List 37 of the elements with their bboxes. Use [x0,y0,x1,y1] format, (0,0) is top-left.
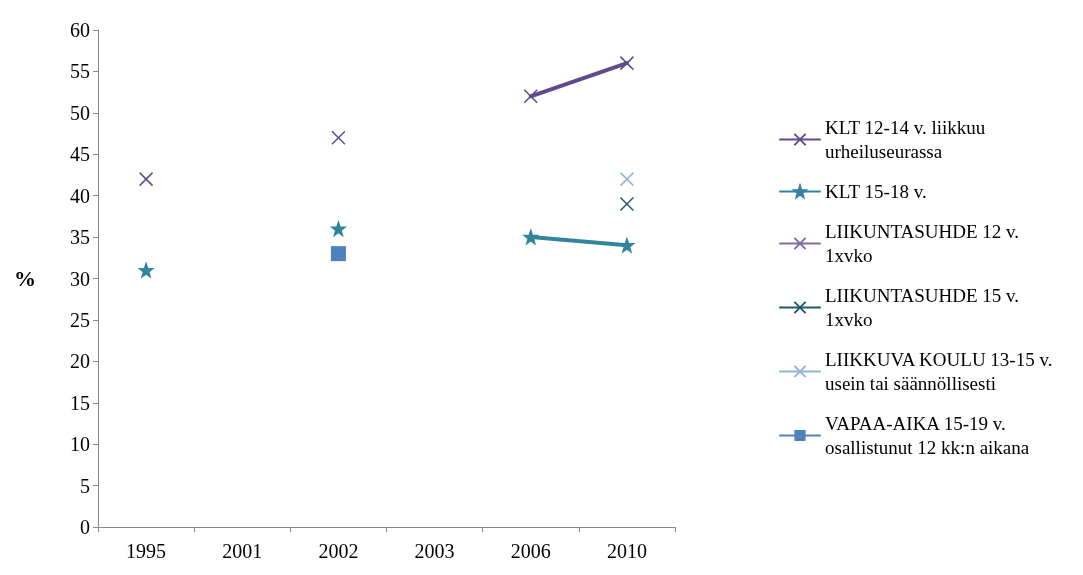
y-tick-label: 45 [70,143,90,166]
y-tick-label: 20 [70,350,90,373]
x-tick-label: 2003 [414,540,455,562]
point [619,171,635,187]
point [331,221,346,237]
point [619,196,635,212]
y-axis-title: % [14,266,36,291]
legend-label: VAPAA-AIKA 15-19 v. osallistunut 12 kk:n aikana [825,413,1030,458]
y-tick-label: 15 [70,391,90,414]
x-tick-label: 2010 [606,540,647,562]
legend-label: KLT 12-14 v. liikkuu urheiluseurassa [825,117,991,162]
legend-label: KLT 15-18 v. [825,181,927,202]
point [138,171,154,187]
y-tick-label: 0 [80,516,90,538]
point [523,89,538,104]
point [619,238,635,253]
point [523,229,538,245]
y-tick-label: 35 [70,226,90,249]
y-tick-label: 50 [70,101,90,124]
legend-label: LIIKUNTASUHDE 12 v. 1xvko [825,221,1024,266]
x-tick-label: 2001 [222,540,263,562]
point [330,246,346,262]
y-tick-label: 10 [70,433,90,456]
y-tick-label: 55 [70,60,90,83]
y-tick-label: 30 [70,267,90,290]
x-tick-label: 1995 [126,540,167,562]
legend-label: LIIKUNTASUHDE 15 v. 1xvko [825,285,1024,330]
point [138,262,154,278]
point [619,55,635,71]
y-tick-label: 5 [80,474,90,497]
y-tick-label: 25 [70,308,90,331]
legend-label: LIIKKUVA KOULU 13-15 v. usein tai säännöllisesti [825,349,1058,394]
point [331,130,346,145]
x-tick-label: 2006 [510,540,551,562]
x-tick-label: 2002 [318,540,359,562]
y-tick-label: 40 [70,184,90,207]
y-tick-label: 60 [70,19,90,41]
